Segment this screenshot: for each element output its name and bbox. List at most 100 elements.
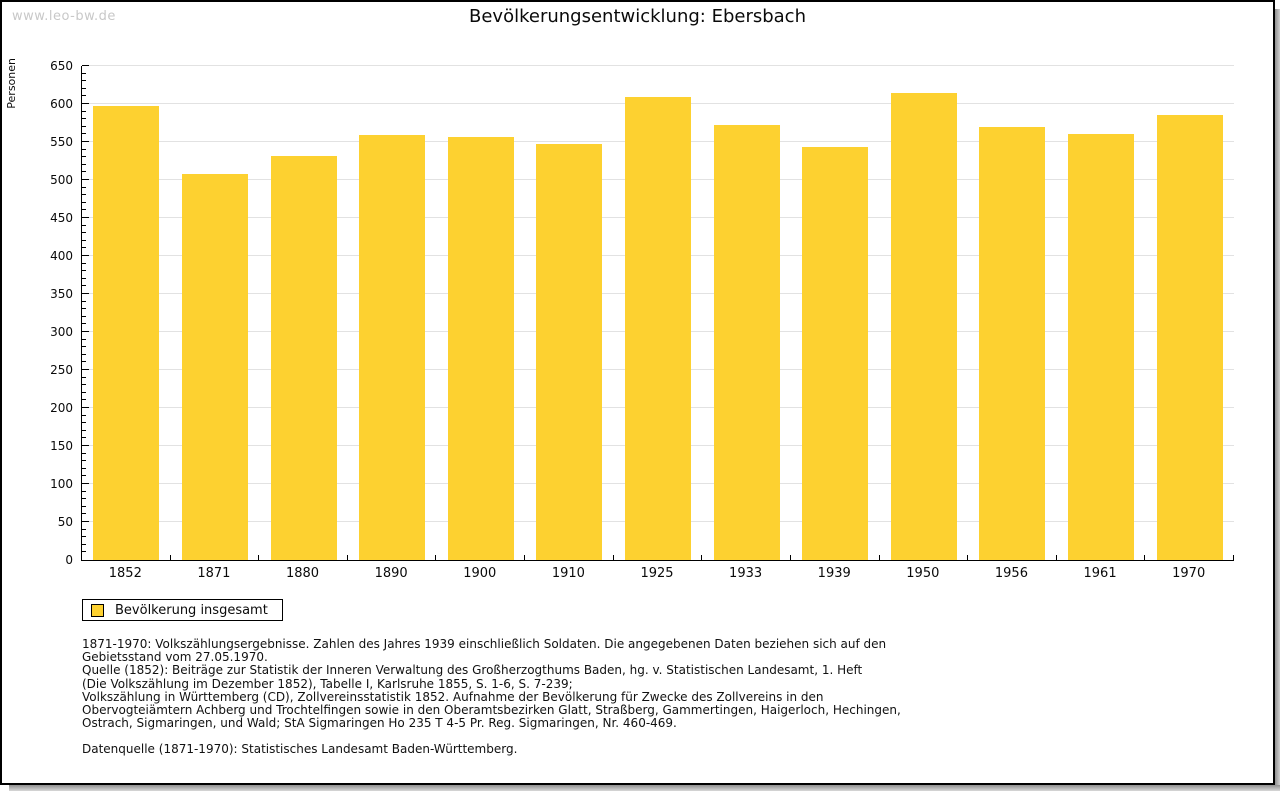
- y-minor-tick: [82, 277, 86, 279]
- y-major-tick: [82, 521, 89, 522]
- y-minor-tick: [82, 247, 86, 249]
- y-minor-tick: [82, 361, 86, 363]
- y-minor-tick: [82, 513, 86, 515]
- footnote-line: Obervogteiämtern Achberg und Trochtelfin…: [82, 703, 901, 718]
- bar: [536, 144, 603, 560]
- y-minor-tick: [82, 163, 86, 165]
- x-boundary-tick: [1233, 555, 1234, 560]
- y-minor-tick: [82, 536, 86, 538]
- y-axis-label: 500: [50, 173, 73, 187]
- y-major-tick: [82, 407, 89, 408]
- y-minor-tick: [82, 422, 86, 424]
- y-major-tick: [82, 331, 89, 332]
- x-boundary-tick: [346, 555, 348, 560]
- y-major-tick: [82, 445, 89, 446]
- footnotes: 1871-1970: Volkszählungsergebnisse. Zahl…: [82, 637, 901, 757]
- x-axis-label: 1961: [1083, 566, 1117, 581]
- y-minor-tick: [82, 498, 86, 500]
- x-axis-label: 1880: [285, 566, 320, 581]
- x-axis-label: 1852: [108, 566, 142, 581]
- x-boundary-tick: [701, 555, 703, 560]
- page-shadow-bottom: [9, 785, 1280, 791]
- y-minor-tick: [82, 437, 86, 439]
- y-axis-label: 150: [50, 439, 73, 453]
- y-axis-label: 600: [50, 97, 73, 111]
- y-minor-tick: [82, 346, 86, 348]
- bar: [270, 156, 337, 560]
- legend: Bevölkerung insgesamt: [82, 599, 283, 621]
- y-minor-tick: [82, 429, 86, 431]
- x-axis-label: 1939: [817, 566, 851, 581]
- y-minor-tick: [82, 110, 86, 112]
- bar: [181, 173, 248, 560]
- y-minor-tick: [82, 148, 86, 150]
- y-minor-tick: [82, 270, 86, 272]
- y-minor-tick: [82, 505, 86, 507]
- y-minor-tick: [82, 323, 86, 325]
- y-minor-tick: [82, 384, 86, 386]
- bar: [359, 135, 426, 560]
- y-minor-tick: [82, 80, 86, 82]
- y-minor-tick: [82, 156, 86, 158]
- y-minor-tick: [82, 353, 86, 355]
- x-boundary-tick: [435, 555, 437, 560]
- y-major-tick: [82, 293, 89, 294]
- x-axis-label: 1950: [906, 566, 940, 581]
- bar: [802, 147, 869, 560]
- legend-label: Bevölkerung insgesamt: [115, 602, 268, 618]
- y-minor-tick: [82, 308, 86, 310]
- bar: [1068, 133, 1135, 560]
- bar: [1156, 115, 1223, 560]
- y-minor-tick: [82, 315, 86, 317]
- y-axis-label: 650: [50, 59, 73, 73]
- y-axis-label: 50: [57, 515, 73, 529]
- x-boundary-tick: [878, 555, 880, 560]
- y-minor-tick: [82, 186, 86, 188]
- y-major-tick: [82, 103, 89, 104]
- x-axis-label: 1970: [1172, 566, 1206, 581]
- page-shadow-right: [1275, 9, 1280, 785]
- x-boundary-tick: [967, 555, 969, 560]
- y-axis-label: 550: [50, 135, 73, 149]
- y-minor-tick: [82, 285, 86, 287]
- footnote-line: Gebietsstand vom 27.05.1970.: [82, 650, 268, 665]
- y-axis-label: 0: [65, 553, 73, 567]
- footnote-line: Volkszählung in Württemberg (CD), Zollve…: [82, 689, 824, 704]
- x-boundary-tick: [169, 555, 171, 560]
- footnote-line: Ostrach, Sigmaringen, und Wald; StA Sigm…: [82, 716, 677, 731]
- y-axis-label: 250: [50, 363, 73, 377]
- y-axis-label: 450: [50, 211, 73, 225]
- y-minor-tick: [82, 528, 86, 530]
- y-major-tick: [82, 483, 89, 484]
- plot-area: [81, 65, 1234, 561]
- y-axis-label: 400: [50, 249, 73, 263]
- bar: [979, 126, 1046, 560]
- x-axis-label: 1910: [551, 566, 585, 581]
- y-minor-tick: [82, 95, 86, 97]
- y-minor-tick: [82, 201, 86, 203]
- x-axis-label: 1956: [994, 566, 1028, 581]
- y-axis-label: 350: [50, 287, 73, 301]
- legend-color-swatch-icon: [91, 603, 104, 617]
- x-boundary-tick: [258, 555, 260, 560]
- y-minor-tick: [82, 543, 86, 545]
- footnote-line: 1871-1970: Volkszählungsergebnisse. Zahl…: [82, 637, 887, 651]
- y-minor-tick: [82, 300, 86, 302]
- chart-title: Bevölkerungsentwicklung: Ebersbach: [469, 6, 806, 27]
- y-minor-tick: [82, 391, 86, 393]
- data-source-line: Datenquelle (1871-1970): Statistisches L…: [82, 742, 518, 757]
- y-axis-label: 100: [50, 477, 73, 491]
- x-axis-label: 1871: [197, 566, 231, 581]
- x-boundary-tick: [612, 555, 614, 560]
- x-boundary-tick: [1144, 555, 1146, 560]
- x-boundary-tick: [524, 555, 526, 560]
- y-minor-tick: [82, 224, 86, 226]
- y-minor-tick: [82, 194, 86, 196]
- x-axis-label: 1933: [729, 566, 763, 581]
- y-minor-tick: [82, 551, 86, 553]
- y-minor-tick: [82, 475, 86, 477]
- y-minor-tick: [82, 399, 86, 401]
- gridline: [82, 65, 1234, 66]
